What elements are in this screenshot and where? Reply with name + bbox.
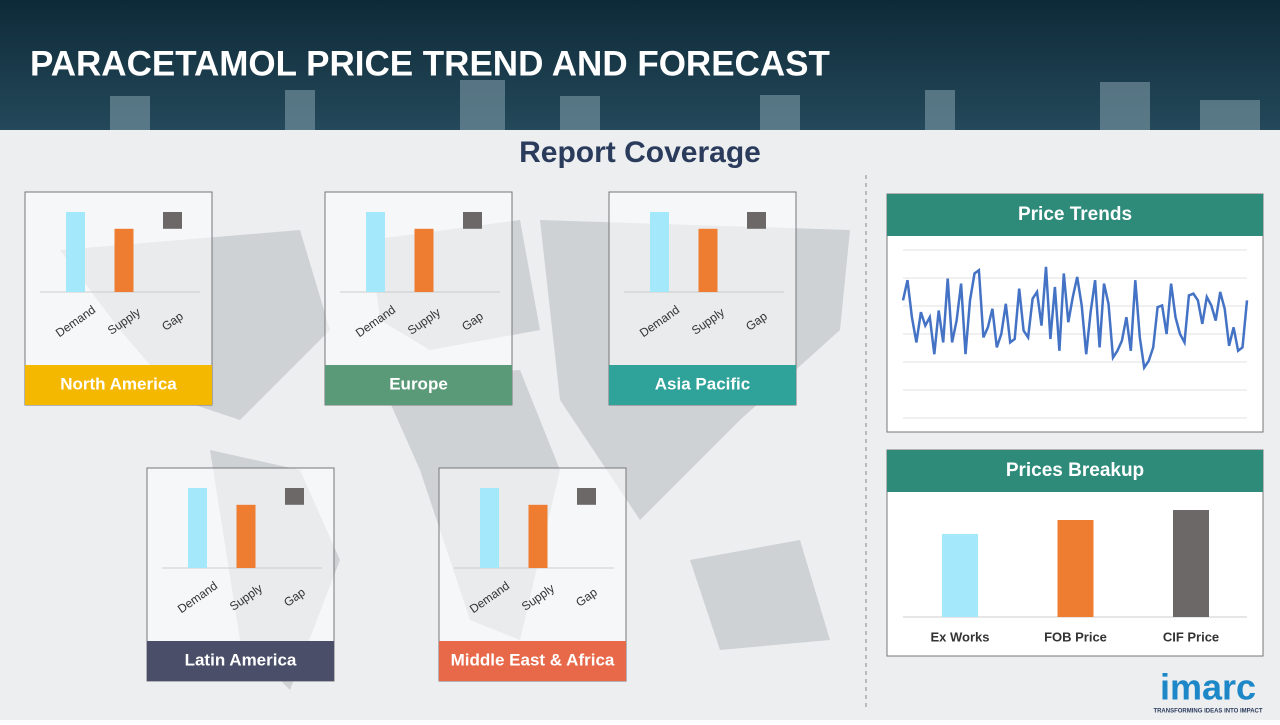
region-label-band [147, 641, 334, 681]
bar [188, 488, 207, 568]
price-line [901, 266, 1249, 371]
region-label-band [25, 365, 212, 405]
bar [480, 488, 499, 568]
bar [698, 228, 718, 292]
region-label-band [609, 365, 796, 405]
region-label: Latin America [185, 650, 297, 669]
bar [66, 212, 85, 292]
bar [650, 212, 669, 292]
panel-header [887, 194, 1263, 236]
bar [163, 212, 182, 229]
bar [366, 212, 385, 292]
panel-header [887, 450, 1263, 492]
bar [463, 212, 482, 229]
page-title: PARACETAMOL PRICE TREND AND FORECAST [30, 44, 830, 83]
region-label: North America [60, 374, 177, 393]
logo-tagline: TRANSFORMING IDEAS INTO IMPACT [1153, 709, 1262, 715]
bar [528, 504, 548, 568]
section-title: Report Coverage [519, 136, 761, 169]
header-band [0, 0, 1280, 130]
bar [1057, 520, 1094, 617]
bar [285, 488, 304, 505]
bar [942, 534, 978, 617]
bar [1173, 510, 1209, 617]
x-tick-label: Ex Works [930, 629, 989, 644]
panel-title: Price Trends [1018, 204, 1132, 225]
region-label-band [439, 641, 626, 681]
bar [414, 228, 434, 292]
region-label: Europe [389, 374, 448, 393]
bar [236, 504, 256, 568]
region-label-band [325, 365, 512, 405]
bar [114, 228, 134, 292]
x-tick-label: CIF Price [1163, 629, 1219, 644]
x-tick-label: FOB Price [1044, 629, 1107, 644]
region-label: Middle East & Africa [451, 650, 615, 669]
panel-title: Prices Breakup [1006, 460, 1144, 481]
skyline [110, 80, 1260, 130]
bar [577, 488, 596, 505]
region-label: Asia Pacific [655, 374, 750, 393]
bar [747, 212, 766, 229]
logo: imarc [1160, 667, 1256, 708]
